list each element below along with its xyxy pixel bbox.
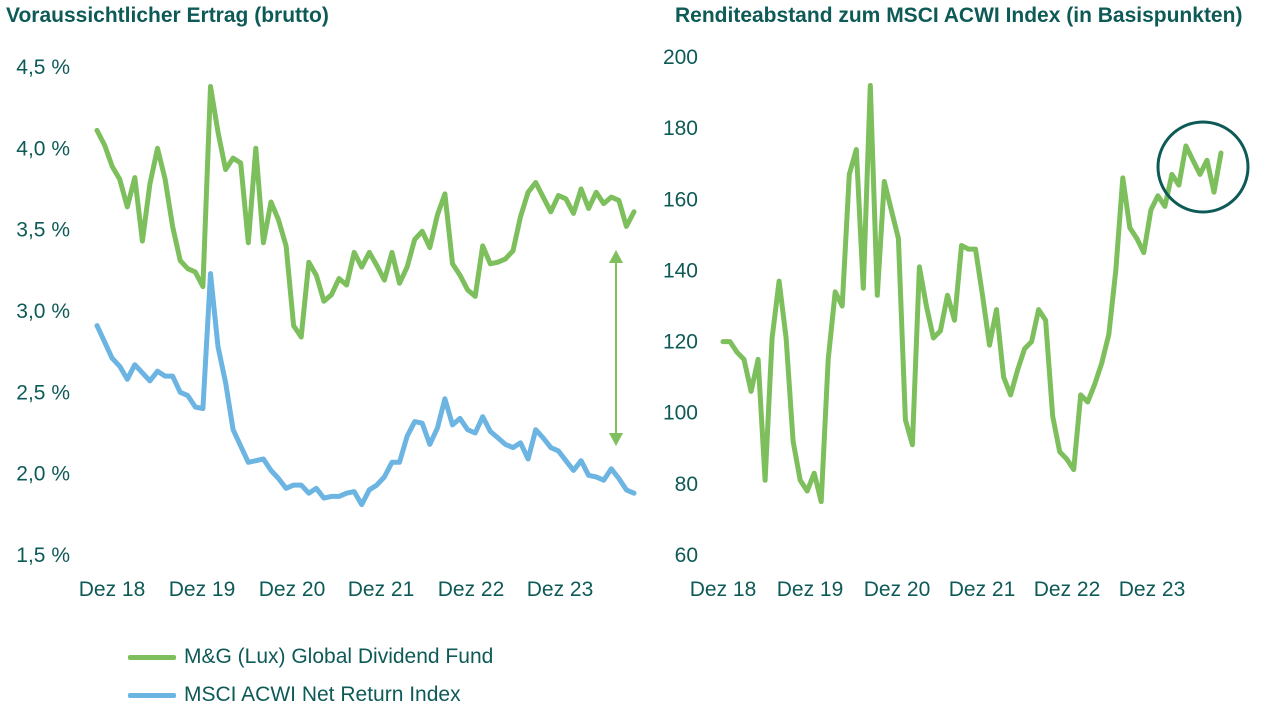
- x-tick-label-1-0: Dez 18: [690, 578, 757, 601]
- x-tick-label-1-4: Dez 22: [1034, 578, 1101, 601]
- y-tick-label-0-4: 2,5 %: [16, 381, 70, 404]
- gap-arrow-head-bottom: [609, 433, 623, 446]
- x-tick-label-1-2: Dez 20: [864, 578, 931, 601]
- legend-item-index: MSCI ACWI Net Return Index: [128, 676, 493, 714]
- legend-item-fund: M&G (Lux) Global Dividend Fund: [128, 638, 493, 676]
- x-tick-label-1-3: Dez 21: [949, 578, 1016, 601]
- y-tick-label-0-5: 2,0 %: [16, 463, 70, 486]
- gap-arrow-head-top: [609, 250, 623, 263]
- series-line-1-0: [720, 83, 1224, 505]
- series-line-0-0: [94, 84, 637, 340]
- series-line-0-1: [94, 271, 637, 508]
- y-tick-label-1-7: 60: [675, 544, 698, 567]
- y-tick-label-0-0: 4,5 %: [16, 56, 70, 79]
- y-tick-label-1-0: 200: [663, 46, 698, 69]
- y-tick-label-1-4: 120: [663, 331, 698, 354]
- right-chart-title: Renditeabstand zum MSCI ACWI Index (in B…: [675, 4, 1243, 27]
- legend-label-fund: M&G (Lux) Global Dividend Fund: [184, 645, 494, 668]
- legend-label-index: MSCI ACWI Net Return Index: [184, 683, 461, 706]
- legend: M&G (Lux) Global Dividend Fund MSCI ACWI…: [128, 638, 493, 714]
- y-tick-label-1-6: 80: [675, 473, 698, 496]
- y-tick-label-1-1: 180: [663, 117, 698, 140]
- x-tick-label-0-1: Dez 19: [169, 578, 236, 601]
- x-tick-label-0-5: Dez 23: [527, 578, 594, 601]
- x-tick-label-0-2: Dez 20: [259, 578, 326, 601]
- legend-swatch-fund: [128, 654, 176, 660]
- x-tick-label-1-5: Dez 23: [1119, 578, 1186, 601]
- x-tick-label-0-0: Dez 18: [79, 578, 146, 601]
- x-tick-label-1-1: Dez 19: [777, 578, 844, 601]
- y-tick-label-1-3: 140: [663, 259, 698, 282]
- y-tick-label-1-5: 100: [663, 402, 698, 425]
- y-tick-label-0-6: 1,5 %: [16, 544, 70, 567]
- y-tick-label-0-2: 3,5 %: [16, 219, 70, 242]
- legend-swatch-index: [128, 692, 176, 698]
- left-chart-title: Voraussichtlicher Ertrag (brutto): [6, 4, 329, 27]
- highlight-circle: [1156, 120, 1250, 214]
- y-tick-label-1-2: 160: [663, 188, 698, 211]
- y-tick-label-0-3: 3,0 %: [16, 300, 70, 323]
- x-tick-label-0-3: Dez 21: [348, 578, 415, 601]
- y-tick-label-0-1: 4,0 %: [16, 137, 70, 160]
- x-tick-label-0-4: Dez 22: [438, 578, 505, 601]
